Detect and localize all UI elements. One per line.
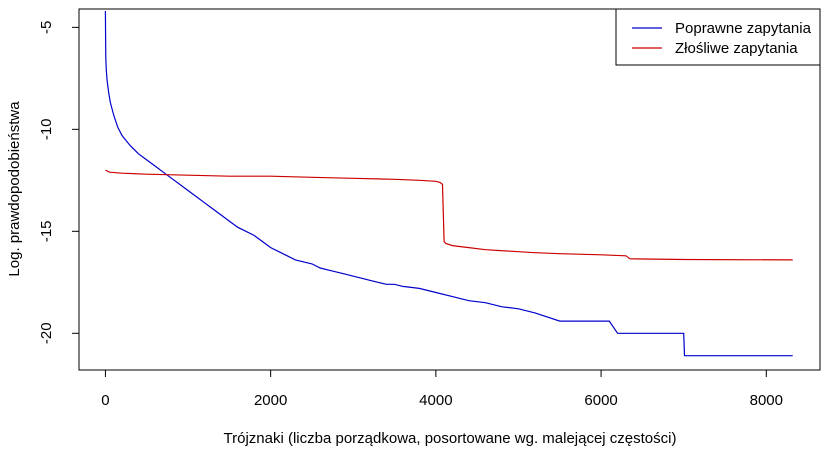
- series-lines: [104, 10, 793, 357]
- series-line-0: [104, 10, 793, 357]
- y-tick-label-1: -10: [38, 118, 55, 140]
- legend-label-zlosliwe: Złośliwe zapytania: [675, 40, 798, 57]
- y-axis-label: Log. prawdopodobieństwa: [6, 101, 23, 277]
- x-axis-label: Trójznaki (liczba porządkowa, posortowan…: [224, 430, 677, 447]
- x-tick-label-4000: 4000: [419, 392, 452, 409]
- x-tick-label-8000: 8000: [750, 392, 783, 409]
- legend-box: [615, 8, 821, 66]
- y-tick-label-0: -5: [38, 21, 55, 34]
- y-tick-label-3: -20: [38, 322, 55, 344]
- y-axis: -5 -10 -15 -20: [38, 21, 79, 344]
- x-tick-label-6000: 6000: [584, 392, 617, 409]
- x-tick-label-0: 0: [101, 392, 109, 409]
- plot-frame: [78, 8, 821, 371]
- x-tick-label-2000: 2000: [254, 392, 287, 409]
- x-axis: 0 2000 4000 6000 8000: [101, 370, 783, 409]
- y-tick-label-2: -15: [38, 220, 55, 242]
- legend: Poprawne zapytania Złośliwe zapytania: [615, 8, 821, 66]
- legend-label-poprawne: Poprawne zapytania: [675, 20, 812, 37]
- series-line-1: [105, 169, 793, 261]
